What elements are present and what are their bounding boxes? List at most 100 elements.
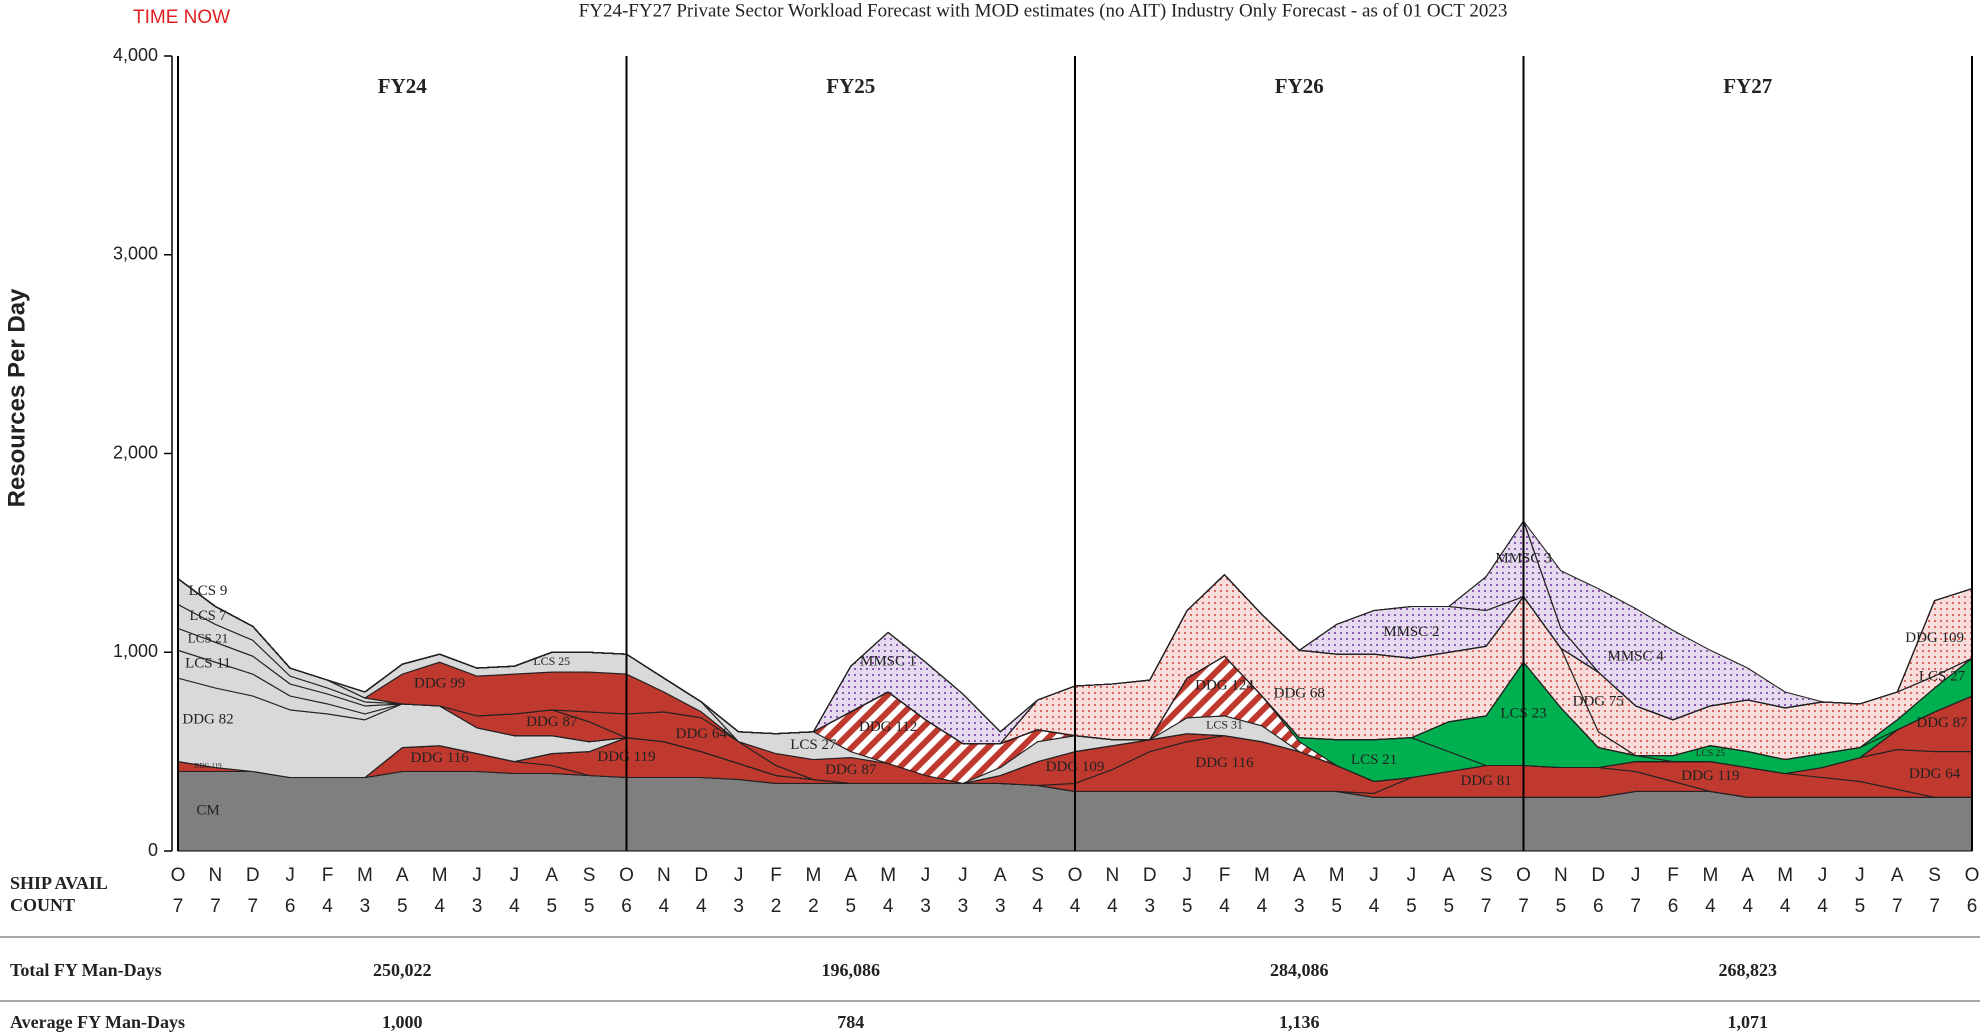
x-tick-label: J — [734, 865, 744, 886]
ship-avail-count: 4 — [509, 896, 520, 917]
x-tick-label: S — [583, 865, 596, 886]
table-cell: 1,136 — [1279, 1012, 1320, 1032]
table-row-label: Total FY Man-Days — [10, 960, 162, 980]
x-tick-label: J — [1369, 865, 1379, 886]
x-tick-label: J — [510, 865, 520, 886]
x-tick-label: A — [1293, 865, 1306, 886]
x-tick-label: M — [1254, 865, 1270, 886]
x-tick-label: J — [1182, 865, 1192, 886]
ship-avail-count: 6 — [1967, 896, 1978, 917]
x-tick-label: N — [657, 865, 671, 886]
x-tick-label: F — [322, 865, 334, 886]
x-tick-label: F — [1219, 865, 1231, 886]
table-cell: 284,086 — [1270, 960, 1329, 980]
ship-avail-count: 4 — [1369, 896, 1380, 917]
fy-label: FY26 — [1275, 74, 1324, 98]
y-tick-label: 3,000 — [113, 244, 158, 264]
y-axis-label: Resources Per Day — [3, 288, 30, 507]
ship-avail-label: COUNT — [10, 895, 75, 915]
x-tick-label: O — [1516, 865, 1531, 886]
x-tick-label: A — [545, 865, 558, 886]
ship-avail-count: 4 — [1780, 896, 1791, 917]
x-tick-label: D — [694, 865, 708, 886]
area-label: LCS 25 — [533, 654, 570, 668]
x-tick-label: A — [844, 865, 857, 886]
ship-avail-count: 4 — [1219, 896, 1230, 917]
ship-avail-count: 5 — [1331, 896, 1342, 917]
ship-avail-label: SHIP AVAIL — [10, 873, 108, 893]
area-label: DDG 109 — [1905, 630, 1964, 646]
ship-avail-count: 3 — [360, 896, 371, 917]
table-cell: 1,071 — [1728, 1012, 1769, 1032]
area-label: DDG 82 — [182, 711, 233, 727]
x-tick-label: N — [209, 865, 223, 886]
table-cell: 196,086 — [822, 960, 881, 980]
ship-avail-count: 5 — [1855, 896, 1866, 917]
ship-avail-count: 4 — [1257, 896, 1268, 917]
area-label: DDG 116 — [1195, 755, 1254, 771]
table-row-label: Average FY Man-Days — [10, 1012, 185, 1032]
ship-avail-count: 3 — [995, 896, 1006, 917]
area-label: LCS 31 — [1206, 718, 1243, 732]
area-label: LCS 27 — [790, 737, 837, 753]
x-tick-label: J — [1818, 865, 1828, 886]
x-tick-label: D — [246, 865, 260, 886]
fy-label: FY24 — [378, 74, 427, 98]
ship-avail-count: 5 — [1406, 896, 1417, 917]
ship-avail-count: 5 — [1443, 896, 1454, 917]
ship-avail-count: 2 — [808, 896, 819, 917]
area-label: DDG 112 — [859, 719, 917, 735]
ship-avail-count: 4 — [696, 896, 707, 917]
ship-avail-count: 4 — [434, 896, 445, 917]
area-label: MMSC 2 — [1383, 624, 1439, 640]
x-tick-label: J — [921, 865, 931, 886]
time-now: TIME NOW — [133, 7, 230, 28]
fy-label: FY27 — [1723, 74, 1772, 98]
x-tick-label: M — [1702, 865, 1718, 886]
x-tick-label: J — [958, 865, 968, 886]
area-label: DDG 99 — [414, 675, 465, 691]
x-tick-label: A — [396, 865, 409, 886]
ship-avail-count: 5 — [1182, 896, 1193, 917]
ship-avail-count: 2 — [771, 896, 782, 917]
area-label: DDG 64 — [1909, 766, 1961, 782]
area-label: MMSC 1 — [860, 654, 916, 670]
ship-avail-count: 7 — [1929, 896, 1940, 917]
table-cell: 784 — [837, 1012, 864, 1032]
ship-avail-count: 3 — [733, 896, 744, 917]
x-tick-label: A — [1442, 865, 1455, 886]
ship-avail-count: 4 — [1817, 896, 1828, 917]
area-label: LCS 9 — [189, 583, 228, 599]
area-label: CM — [196, 803, 219, 819]
area-label: LCS 21 — [1351, 752, 1397, 768]
x-tick-label: J — [1407, 865, 1417, 886]
ship-avail-count: 5 — [546, 896, 557, 917]
ship-avail-count: 5 — [845, 896, 856, 917]
ship-avail-count: 7 — [173, 896, 184, 917]
x-tick-label: O — [171, 865, 186, 886]
ship-avail-count: 7 — [247, 896, 258, 917]
area-label: DDG 75 — [1573, 693, 1624, 709]
x-tick-label: A — [1891, 865, 1904, 886]
x-tick-label: O — [1965, 865, 1980, 886]
ship-avail-count: 3 — [472, 896, 483, 917]
ship-avail-count: 7 — [1518, 896, 1529, 917]
ship-avail-count: 4 — [883, 896, 894, 917]
area-label: DDG 124 — [1195, 677, 1254, 693]
ship-avail-count: 4 — [1705, 896, 1716, 917]
x-tick-label: J — [1631, 865, 1641, 886]
area-label: LCS 25 — [1696, 748, 1726, 759]
ship-avail-count: 3 — [920, 896, 931, 917]
x-tick-label: J — [472, 865, 482, 886]
area-label: DDG 119 — [1681, 768, 1739, 784]
x-tick-label: J — [1855, 865, 1865, 886]
area-label: DDG 87 — [526, 714, 578, 730]
area-label: DDG 87 — [1916, 715, 1968, 731]
area-label: DDG 119 — [194, 762, 222, 770]
x-tick-label: S — [1928, 865, 1941, 886]
x-tick-label: M — [357, 865, 373, 886]
area-label: DDG 64 — [676, 726, 728, 742]
ship-avail-count: 3 — [1294, 896, 1305, 917]
